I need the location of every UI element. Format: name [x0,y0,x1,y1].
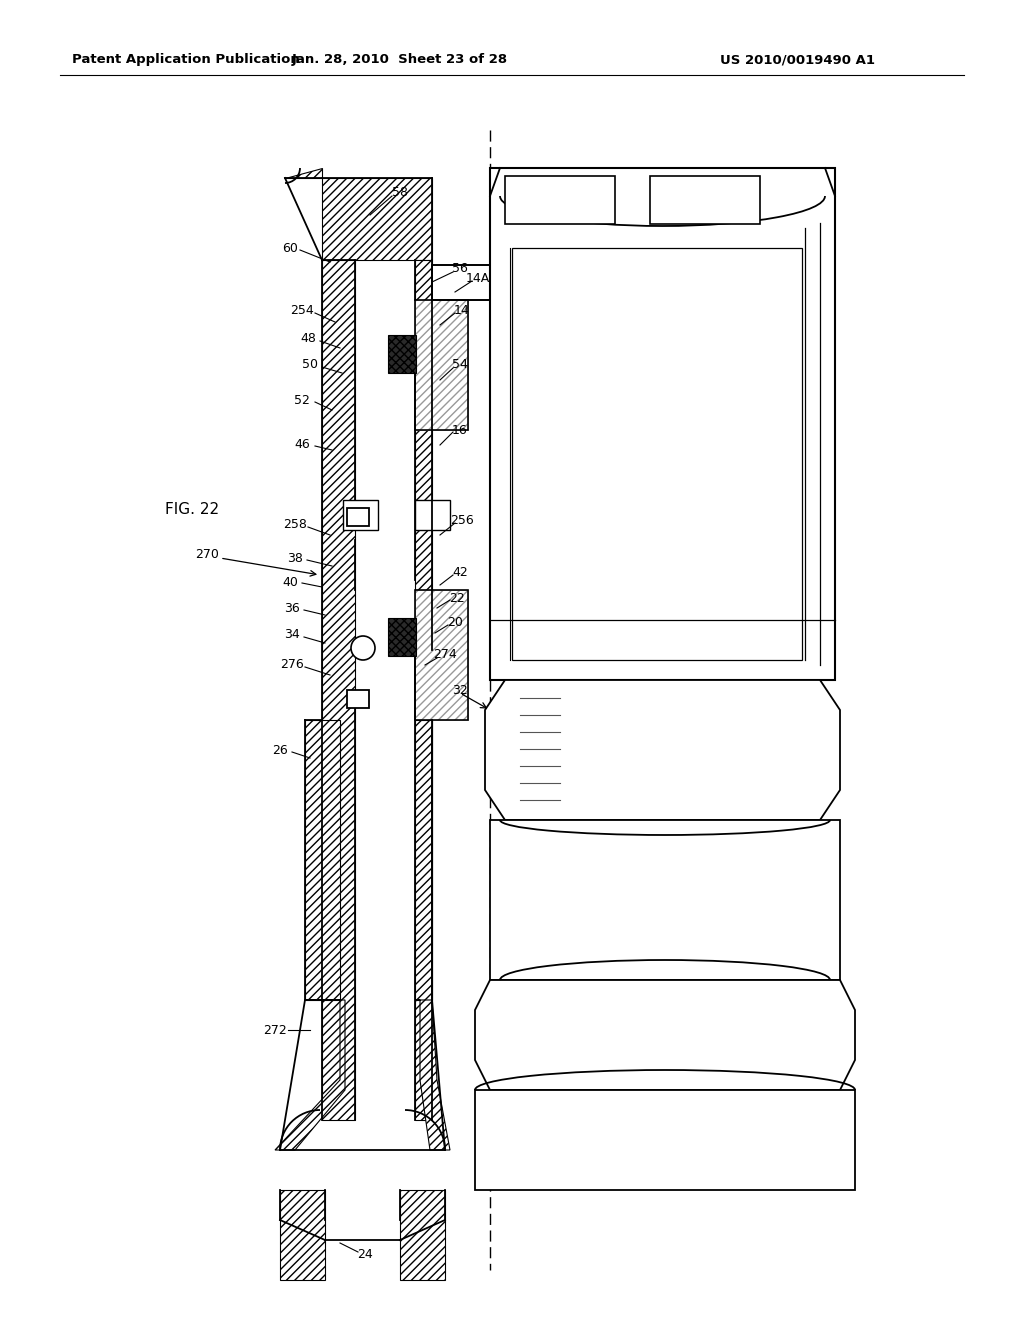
Text: 60: 60 [282,242,298,255]
Polygon shape [475,979,855,1090]
Polygon shape [415,1001,450,1150]
Bar [490,168,835,680]
Text: 48: 48 [300,331,316,345]
Bar [400,1191,445,1280]
Text: 16: 16 [453,424,468,437]
Text: 40: 40 [282,576,298,589]
Text: 14: 14 [454,304,470,317]
Bar [475,1090,855,1191]
Text: 54: 54 [452,359,468,371]
Text: 254: 254 [290,304,314,317]
Text: Patent Application Publication: Patent Application Publication [72,54,300,66]
Text: 256: 256 [451,513,474,527]
Bar [388,618,416,656]
Text: 52: 52 [294,393,310,407]
Polygon shape [285,168,432,260]
Text: 42: 42 [453,565,468,578]
Bar [388,335,416,374]
Polygon shape [275,1001,345,1150]
Bar [432,265,490,300]
Bar [415,500,450,531]
Text: US 2010/0019490 A1: US 2010/0019490 A1 [720,54,874,66]
Bar [347,508,369,525]
Text: 32: 32 [453,684,468,697]
Text: 270: 270 [195,549,219,561]
Text: 36: 36 [284,602,300,615]
Text: 24: 24 [357,1249,373,1262]
Text: 58: 58 [392,186,408,198]
Bar [512,248,802,660]
Text: 26: 26 [272,743,288,756]
Text: 56: 56 [452,261,468,275]
Text: 258: 258 [283,519,307,532]
Bar [415,300,468,430]
Text: 22: 22 [450,591,465,605]
Text: 274: 274 [433,648,457,661]
Text: 272: 272 [263,1023,287,1036]
Text: 34: 34 [284,628,300,642]
Bar [347,690,369,708]
Bar [343,500,378,531]
Text: 38: 38 [287,552,303,565]
Bar [305,719,340,1001]
Text: Jan. 28, 2010  Sheet 23 of 28: Jan. 28, 2010 Sheet 23 of 28 [292,54,508,66]
Bar [490,820,840,979]
Bar [415,590,468,719]
Bar [415,719,432,1001]
Polygon shape [485,680,840,820]
Bar [415,260,432,1119]
Text: FIG. 22: FIG. 22 [165,503,219,517]
Circle shape [351,636,375,660]
Bar [280,1191,325,1280]
Bar [432,265,490,300]
Text: 276: 276 [281,659,304,672]
Text: 20: 20 [447,615,463,628]
Bar [650,176,760,224]
Text: 50: 50 [302,359,318,371]
Bar [322,260,355,1119]
Text: 14A: 14A [466,272,490,285]
Bar [505,176,615,224]
Text: 46: 46 [294,438,310,451]
